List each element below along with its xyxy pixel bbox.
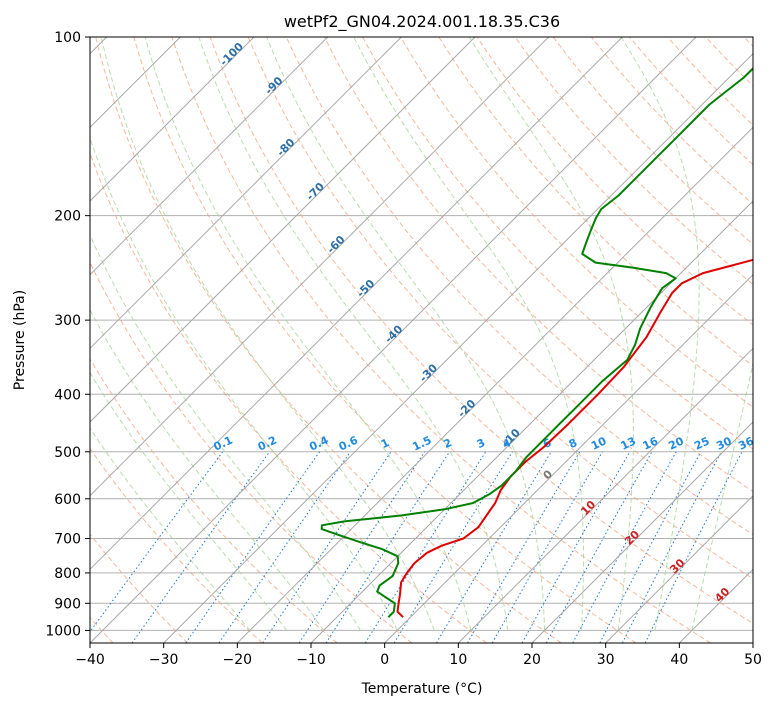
moist-adiabat-line [90, 136, 398, 631]
mixing-ratio-line [90, 451, 224, 633]
moist-adiabat-line [100, 37, 435, 631]
temperature-profile-line [396, 258, 753, 618]
y-tick-label: 300 [54, 313, 81, 329]
dry-adiabat-line [171, 37, 711, 643]
isotherm-line [236, 126, 753, 643]
isotherm-line [90, 37, 402, 350]
dry-adiabat-line [438, 37, 753, 367]
dry-adiabat-line [95, 37, 562, 643]
y-tick-label: 200 [54, 209, 81, 225]
x-tick-label: −20 [223, 652, 253, 668]
isotherm-line [90, 37, 476, 423]
mixing-ratio-label: 30 [714, 434, 734, 452]
mixing-ratio-line [545, 451, 653, 643]
mixing-ratio-line [435, 451, 552, 643]
dry-adiabat-line [247, 37, 753, 580]
sounding-profiles [320, 66, 753, 618]
dry-adiabat-line [514, 37, 753, 285]
mixing-ratio-label: 36 [736, 434, 756, 452]
plot-area: -100-90-80-70-60-50-40-30-20-10010203040… [90, 37, 756, 643]
mixing-ratio-line [644, 451, 743, 643]
gridlines [90, 37, 753, 631]
isotherm-line [90, 37, 697, 643]
x-tick-label: 50 [744, 652, 762, 668]
dry-adiabats [90, 37, 753, 643]
x-tick-label: 0 [380, 652, 389, 668]
x-tick-label: 20 [523, 652, 541, 668]
moist-adiabat-line [90, 233, 361, 631]
mixing-ratio-line [325, 451, 451, 643]
isotherm-line [605, 494, 753, 643]
moist-adiabat-line [198, 37, 509, 631]
mixing-ratio-label: 10 [589, 434, 609, 452]
mixing-ratio-line [572, 451, 677, 643]
isotherm-line [457, 347, 753, 643]
x-tick-label: 10 [449, 652, 467, 668]
y-tick-label: 400 [54, 387, 81, 403]
y-tick-label: 900 [54, 596, 81, 612]
isotherm-line [90, 37, 329, 276]
y-tick-label: 700 [54, 532, 81, 548]
x-tick-label: −30 [149, 652, 179, 668]
x-tick-label: 40 [670, 652, 688, 668]
mixing-ratio-label: 13 [619, 434, 638, 452]
dry-adiabat-line [209, 37, 753, 624]
dry-adiabat-line [90, 358, 338, 643]
mixing-ratio-line [218, 451, 351, 643]
skewed-isotherms [90, 37, 753, 643]
isotherm-line [163, 52, 753, 643]
x-axis-title: Temperature (°C) [361, 681, 483, 697]
moist-adiabat-line [90, 308, 325, 631]
moist-adiabat-line [691, 360, 753, 631]
x-tick-label: −40 [75, 652, 105, 668]
isotherm-line [90, 37, 550, 497]
moist-adiabat-line [620, 37, 700, 631]
dry-adiabat-line [90, 447, 263, 643]
dewpoint-profile-line [320, 66, 753, 618]
mixing-ratio-line [599, 451, 702, 643]
x-tick-label: 30 [597, 652, 615, 668]
mixing-ratio-line [521, 451, 631, 643]
y-tick-label: 800 [54, 566, 81, 582]
dry-adiabat-line [400, 37, 753, 408]
dry-adiabat-line [90, 533, 189, 643]
mixing-ratio-line [298, 451, 426, 643]
mixing-ratio-line [262, 451, 392, 643]
moist-adiabats [90, 37, 753, 631]
y-tick-label: 500 [54, 445, 81, 461]
isotherm-line [90, 37, 623, 571]
moist-adiabat-line [353, 37, 584, 631]
mixing-ratio-label: 16 [641, 434, 661, 452]
y-axis-title: Pressure (hPa) [12, 290, 28, 390]
plot-frame [89, 36, 754, 644]
isotherm-line [384, 273, 753, 643]
y-tick-label: 600 [54, 492, 81, 508]
isotherm-line [310, 200, 753, 643]
x-axis: −40 −30 −20 −10 0 10 20 30 40 50 [75, 643, 762, 668]
chart-title: wetPf2_GN04.2024.001.18.35.C36 [284, 12, 560, 32]
moist-adiabat-line [266, 37, 546, 631]
mixing-ratio-line [185, 451, 321, 643]
dry-adiabat-line [90, 151, 487, 643]
isotherm-line [531, 421, 753, 643]
moist-adiabat-line [468, 37, 634, 631]
y-tick-label: 1000 [45, 623, 81, 639]
y-axis: 100 200 300 400 500 600 700 800 900 1000 [45, 30, 90, 639]
mixing-ratio-label: 20 [666, 434, 686, 452]
dry-adiabat-line [90, 261, 413, 643]
mixing-ratio-label: 25 [692, 434, 711, 452]
y-tick-label: 100 [54, 30, 81, 46]
x-tick-label: −10 [296, 652, 326, 668]
dry-adiabat-line [324, 37, 753, 493]
mixing-ratio-line [131, 451, 271, 643]
isotherm-line [90, 37, 255, 202]
